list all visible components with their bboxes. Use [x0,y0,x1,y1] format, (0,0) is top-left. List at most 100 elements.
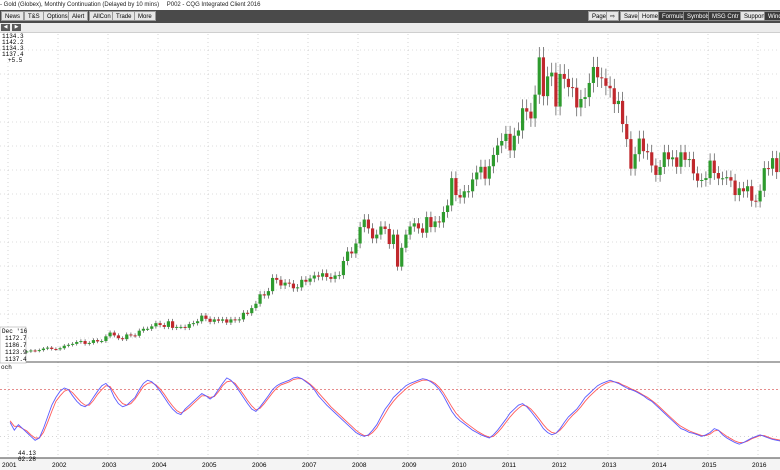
bar-readout-date: Dec '16 [2,328,28,335]
candle-body [637,138,641,155]
candle-body [229,319,233,323]
candle-body [758,190,762,202]
candle-body [245,312,250,314]
candle-body [729,177,733,181]
time-axis-label: 2009 [402,462,417,469]
candle-body [270,277,275,292]
candle-body [425,217,429,233]
candle-body [733,180,737,196]
candle-body [383,226,387,229]
candle-body [341,260,346,276]
candle-body [266,291,271,296]
candle-body [741,188,746,192]
candle-body [279,279,283,286]
candle-body [241,312,246,320]
candle-body [416,223,421,229]
candle-body [683,152,687,160]
candle-body [654,165,658,175]
candle-body [179,326,183,328]
window-menu-button[interactable]: Windo [764,11,780,21]
candle-body [641,138,646,152]
candle-body [145,328,150,330]
candle-body [79,341,83,343]
candle-body [508,133,512,151]
time-axis-labels: 2001 2002 2003 2004 2005 2006 2007 2008 2009 2010… [2,462,767,469]
candle-body [479,166,483,173]
time-axis [0,458,780,470]
candle-body [308,278,312,282]
candle-body [350,251,354,254]
candle-body [158,323,162,326]
more-button[interactable]: More [134,11,156,21]
candle-body [166,321,171,327]
candle-body [83,341,87,344]
candle-body [312,275,316,279]
time-axis-label: 2006 [252,462,267,469]
candle-body [462,191,466,198]
candle-body [533,94,537,119]
candle-body [466,191,471,193]
candle-body [291,283,296,289]
bar-readout-open: 1172.7 [5,335,27,342]
candle-body [133,335,137,337]
candle-body [50,347,54,349]
price-readout-line-2: 1142.2 [2,39,24,46]
scroll-right-icon[interactable]: ▶ [12,24,21,31]
candle-body [408,226,412,235]
candle-body [162,325,166,327]
candle-body [262,294,266,296]
candle-body [754,200,758,202]
oscillator-readout-1: 44.13 [18,450,36,457]
candle-body [700,179,704,181]
candle-body [737,188,741,196]
candle-body [87,342,91,344]
candle-body [37,350,41,352]
candle-body [29,350,33,352]
candle-body [404,234,408,248]
alert-button[interactable]: Alert [68,11,89,21]
window-title-app: P002 - CQG Integrated Client 2016 [166,2,261,8]
main-toolbar: News T&S Options Alert AllCon Trade More… [0,10,780,23]
candle-body [191,323,196,325]
oscillator-k-line [9,376,780,445]
candle-body [304,279,308,282]
candle-body [591,66,596,83]
candle-body [662,152,666,167]
candle-body [570,87,575,89]
candle-body [470,179,475,192]
candle-body [337,275,341,277]
price-readout-line-5: +5.5 [8,57,23,64]
candle-body [650,152,654,166]
candle-body [183,326,187,328]
candle-body [612,88,616,105]
time-axis-label: 2010 [452,462,467,469]
candle-body [225,319,229,323]
candle-body [762,168,766,191]
forward-arrow-icon[interactable]: ⇨ [606,11,620,21]
candle-body [529,111,533,119]
candle-body [504,133,508,141]
time-axis-label: 2012 [552,462,567,469]
candle-body [141,328,146,331]
candle-body [362,219,366,228]
scroll-left-icon[interactable]: ◀ [1,24,10,31]
candle-body [25,351,29,353]
candle-body [104,336,108,342]
candle-body [720,178,725,180]
candle-body [54,348,58,350]
candlestick-series [8,47,780,354]
candle-body [358,227,362,244]
candle-body [295,287,300,289]
candle-body [75,341,79,344]
candle-body [629,139,633,169]
time-axis-label: 2004 [152,462,167,469]
candle-body [500,140,504,146]
candle-body [583,97,587,99]
candle-body [370,228,375,239]
candle-body [387,228,391,245]
candle-body [716,173,721,179]
time-axis-label: 2015 [702,462,717,469]
price-readout-line-3: 1134.3 [2,45,24,52]
news-button[interactable]: News [1,11,25,21]
